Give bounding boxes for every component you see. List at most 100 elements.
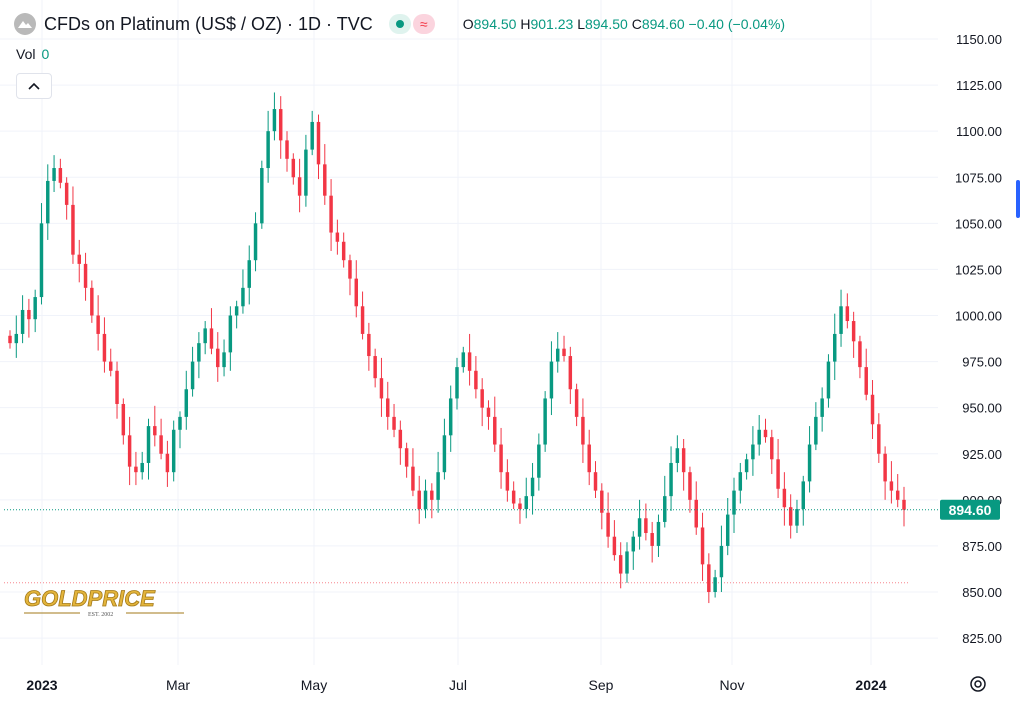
candle-body	[467, 352, 472, 371]
candle-body	[190, 361, 195, 390]
candle-body	[499, 444, 503, 473]
candle-body	[386, 398, 390, 417]
candle-body	[600, 490, 604, 513]
candle-body	[90, 287, 94, 316]
candle-body	[71, 204, 75, 255]
candle-body	[814, 416, 818, 445]
candle-body	[895, 490, 900, 500]
y-tick-label: 1075.00	[955, 170, 1002, 185]
candle-body	[121, 403, 126, 436]
candle-body	[518, 503, 522, 510]
candle-body	[272, 109, 277, 132]
y-tick-label: 975.00	[962, 355, 1002, 370]
candle-body	[568, 356, 573, 390]
close-value: 894.60	[641, 16, 685, 32]
candle-body	[650, 533, 654, 546]
candle-body	[310, 121, 314, 150]
candle-body	[83, 263, 88, 288]
candle-body	[58, 168, 63, 183]
candle-body	[669, 462, 673, 497]
candle-body	[725, 514, 730, 546]
candle-body	[178, 416, 182, 430]
candle-body	[562, 348, 566, 357]
candle-body	[511, 490, 516, 504]
candle-body	[27, 309, 31, 320]
candle-body	[241, 287, 245, 307]
candle-body	[574, 389, 579, 417]
y-tick-label: 825.00	[962, 631, 1002, 646]
candle-body	[707, 564, 711, 592]
gear-icon[interactable]	[966, 672, 990, 696]
candle-body	[757, 429, 761, 445]
x-tick-label: Nov	[720, 677, 745, 693]
candle-body	[360, 306, 365, 334]
candle-body	[902, 499, 906, 510]
candle-body	[379, 378, 384, 399]
candle-body	[455, 367, 459, 399]
candle-body	[587, 444, 591, 473]
candle-body	[549, 361, 554, 399]
y-tick-label: 950.00	[962, 401, 1002, 416]
candle-body	[423, 490, 428, 510]
candle-body	[348, 260, 352, 279]
market-open-icon[interactable]	[388, 14, 411, 34]
candle-body	[39, 223, 44, 298]
x-tick-label: May	[301, 677, 327, 693]
candle-body	[153, 426, 157, 436]
candle-body	[335, 232, 340, 242]
candle-body	[505, 472, 510, 491]
candle-body	[845, 306, 850, 322]
candle-body	[442, 435, 447, 473]
candle-body	[33, 297, 37, 320]
candle-body	[127, 435, 132, 467]
candle-body	[807, 444, 812, 482]
candle-body	[234, 306, 239, 316]
scroll-handle[interactable]	[1016, 180, 1020, 218]
candle-body	[146, 426, 151, 463]
candle-body	[96, 315, 100, 334]
candle-body	[480, 389, 484, 408]
x-tick-label: Jul	[449, 677, 467, 693]
candle-body	[64, 182, 69, 205]
candle-body	[839, 306, 843, 334]
candle-body	[436, 472, 440, 500]
candle-body	[329, 195, 333, 233]
candle-body	[102, 333, 107, 362]
collapse-legend-button[interactable]	[16, 73, 52, 99]
high-value: 901.23	[530, 16, 574, 32]
candle-body	[373, 356, 377, 379]
close-label: C	[631, 16, 642, 32]
candle-body	[14, 333, 19, 344]
y-tick-label: 925.00	[962, 447, 1002, 462]
last-price-badge	[940, 499, 1000, 520]
candle-body	[864, 367, 868, 395]
candle-body	[291, 158, 296, 178]
y-tick-label: 1150.00	[956, 32, 1002, 47]
candle-body	[392, 416, 396, 430]
candle-body	[404, 448, 409, 467]
symbol-title[interactable]: CFDs on Platinum (US$ / OZ) · 1D · TVC	[44, 13, 373, 34]
candle-body	[530, 477, 535, 497]
y-tick-label: 1125.00	[956, 78, 1002, 93]
candle-body	[795, 509, 799, 526]
y-tick-label: 1100.00	[956, 124, 1002, 139]
y-tick-label: 875.00	[962, 539, 1002, 554]
candle-body	[417, 490, 421, 510]
svg-text:GOLDPRICE: GOLDPRICE	[24, 586, 156, 611]
candle-body	[820, 398, 824, 417]
candle-body	[197, 343, 201, 362]
candle-body	[184, 389, 189, 417]
candle-body	[606, 512, 610, 537]
status-pills[interactable]: ≈	[388, 14, 435, 34]
data-delay-icon[interactable]: ≈	[412, 14, 435, 34]
low-label: L	[577, 16, 585, 32]
symbol-icon[interactable]	[14, 13, 36, 35]
volume-value: 0	[41, 46, 50, 62]
candle-body	[486, 407, 491, 417]
candle-body	[870, 394, 875, 425]
candle-body	[323, 164, 327, 196]
candle-body	[524, 496, 528, 510]
candle-body	[354, 278, 359, 307]
